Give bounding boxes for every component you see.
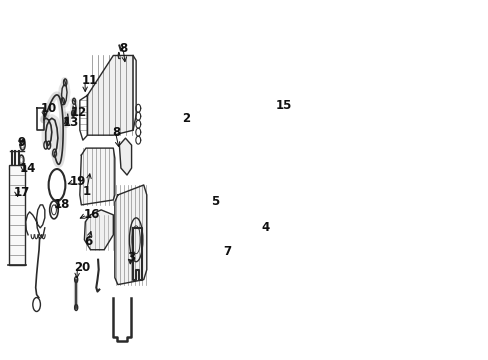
Text: 12: 12 xyxy=(71,106,87,119)
Text: 1: 1 xyxy=(82,185,91,198)
Polygon shape xyxy=(37,108,44,130)
Text: 11: 11 xyxy=(81,74,98,87)
Text: 18: 18 xyxy=(54,198,70,211)
Polygon shape xyxy=(87,55,133,135)
Text: 4: 4 xyxy=(261,221,269,234)
Polygon shape xyxy=(115,185,146,285)
Text: 8: 8 xyxy=(119,42,127,55)
Text: 9: 9 xyxy=(18,136,26,149)
Text: 3: 3 xyxy=(127,251,135,264)
Bar xyxy=(9,165,25,265)
Text: 17: 17 xyxy=(14,186,30,199)
Ellipse shape xyxy=(75,276,78,283)
Polygon shape xyxy=(80,148,115,205)
Text: 15: 15 xyxy=(276,99,292,112)
Text: 16: 16 xyxy=(83,208,100,221)
Text: 13: 13 xyxy=(63,116,79,129)
Text: 10: 10 xyxy=(40,102,57,115)
Text: 2: 2 xyxy=(182,112,189,125)
Text: 7: 7 xyxy=(223,245,230,258)
Text: 14: 14 xyxy=(20,162,36,175)
Text: 19: 19 xyxy=(70,175,86,189)
Text: 20: 20 xyxy=(74,261,90,274)
Polygon shape xyxy=(119,138,131,175)
Ellipse shape xyxy=(75,305,78,310)
Polygon shape xyxy=(84,210,113,250)
Text: 5: 5 xyxy=(210,195,219,208)
Text: 8: 8 xyxy=(112,126,120,139)
Text: 6: 6 xyxy=(84,235,92,248)
